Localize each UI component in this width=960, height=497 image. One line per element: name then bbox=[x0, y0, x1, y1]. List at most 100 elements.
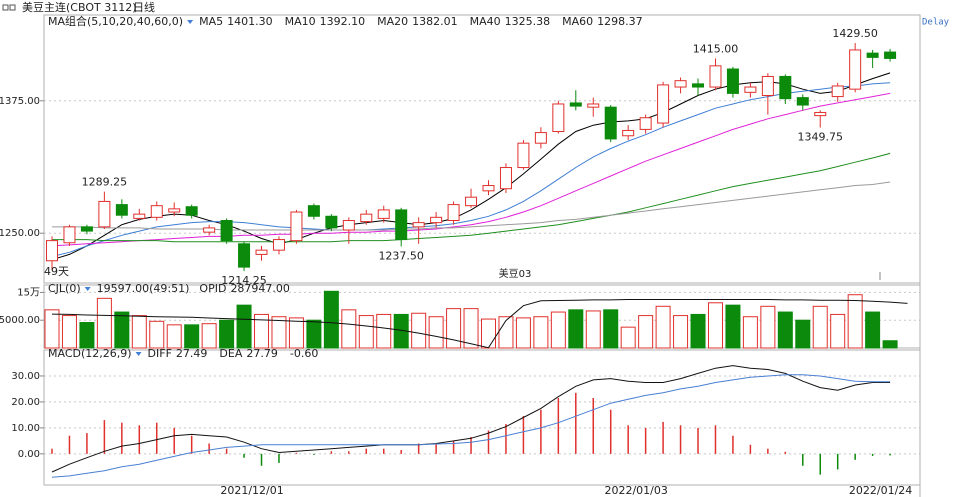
extreme-label: 1237.50 bbox=[378, 249, 424, 262]
volume-bar bbox=[585, 310, 601, 349]
volume-bar bbox=[673, 315, 689, 349]
indicator-name[interactable]: MA组合(5,10,20,40,60,0) bbox=[48, 14, 183, 28]
series-line bbox=[51, 374, 891, 478]
candle-body bbox=[63, 226, 76, 244]
legend-value: 1382.01 bbox=[412, 15, 458, 28]
symbol-title[interactable]: 美豆主连(CBOT 3112) bbox=[22, 1, 137, 14]
candle-body bbox=[884, 51, 897, 59]
candle-body bbox=[744, 86, 757, 93]
legend-name: MA10 bbox=[285, 15, 316, 28]
candle-body bbox=[761, 75, 774, 97]
candle-body bbox=[395, 209, 408, 241]
legend-name: DIFF bbox=[148, 347, 172, 360]
candle-body bbox=[622, 129, 635, 137]
window-icon[interactable] bbox=[2, 4, 9, 11]
x-tick-label: 2021/12/01 bbox=[220, 484, 283, 497]
legend-value: 1325.38 bbox=[505, 15, 551, 28]
candle-body bbox=[307, 205, 320, 217]
candle-body bbox=[604, 106, 617, 140]
candle-body bbox=[866, 52, 879, 58]
volume-bar bbox=[44, 309, 60, 349]
candle-body bbox=[587, 103, 600, 108]
volume-bar bbox=[376, 313, 392, 349]
volume-bar bbox=[882, 340, 898, 349]
volume-bar bbox=[655, 305, 671, 349]
candle-body bbox=[796, 97, 809, 106]
candle-body bbox=[185, 206, 198, 216]
legend-value: 1401.30 bbox=[227, 15, 273, 28]
candle-body bbox=[133, 213, 146, 219]
note: 美豆03 bbox=[499, 267, 532, 280]
candle-body bbox=[657, 84, 670, 124]
window-icon[interactable] bbox=[9, 4, 16, 11]
volume-bar bbox=[184, 324, 200, 349]
candle-body bbox=[814, 111, 827, 117]
candle-body bbox=[255, 249, 268, 255]
volume-bar bbox=[96, 297, 112, 349]
candle-body bbox=[779, 75, 792, 100]
candle-body bbox=[115, 204, 128, 216]
candle-body bbox=[552, 103, 565, 133]
candle-body bbox=[639, 117, 652, 130]
volume-bar bbox=[201, 323, 217, 349]
series-line bbox=[51, 299, 908, 349]
volume-bar bbox=[812, 305, 828, 349]
volume-bar bbox=[533, 316, 549, 349]
volume-bar bbox=[725, 304, 741, 349]
candle-body bbox=[692, 83, 705, 88]
candle-body bbox=[726, 68, 739, 94]
volume-bar bbox=[795, 319, 811, 349]
volume-bar bbox=[166, 324, 182, 349]
legend-name: DEA bbox=[219, 347, 242, 360]
status: Delay bbox=[922, 18, 950, 28]
volume-bar bbox=[236, 304, 252, 349]
y-tick-label: 30.00 bbox=[11, 371, 40, 382]
volume-bar bbox=[847, 294, 863, 349]
candle-body bbox=[272, 239, 285, 251]
series-line bbox=[52, 152, 891, 243]
legend-value: 287947.00 bbox=[230, 282, 290, 295]
indicator-name[interactable]: CJL(0) bbox=[48, 282, 81, 295]
legend-value: 1298.37 bbox=[597, 15, 643, 28]
volume-bar bbox=[411, 312, 427, 349]
candle-body bbox=[412, 222, 425, 228]
volume-bar bbox=[760, 305, 776, 349]
series-line bbox=[51, 365, 891, 473]
volume-bar bbox=[271, 316, 287, 349]
x-tick-label: 2022/01/03 bbox=[604, 484, 667, 497]
candle-body bbox=[499, 167, 512, 190]
candle-body bbox=[674, 80, 687, 88]
volume-bar bbox=[149, 320, 165, 349]
volume-bar bbox=[114, 311, 130, 349]
candle-body bbox=[569, 102, 582, 107]
candle-body bbox=[220, 220, 233, 242]
dropdown-arrow[interactable] bbox=[135, 352, 142, 356]
candle-body bbox=[238, 243, 251, 268]
extreme-label: 1415.00 bbox=[693, 42, 739, 55]
volume-bar bbox=[690, 313, 706, 349]
volume-bar bbox=[865, 311, 881, 349]
extreme-label: 1289.25 bbox=[82, 176, 128, 189]
y-tick-label: 10.00 bbox=[11, 423, 40, 434]
y-tick-label: 20.00 bbox=[11, 397, 40, 408]
volume-bar bbox=[306, 319, 322, 349]
volume-bar bbox=[219, 319, 235, 349]
y-tick-label: 1250.00 bbox=[0, 228, 40, 239]
series-line bbox=[51, 82, 891, 257]
candle-body bbox=[80, 226, 93, 232]
legend-name: MA20 bbox=[377, 15, 408, 28]
volume-bar bbox=[288, 317, 304, 349]
extreme-label: 1214.25 bbox=[221, 274, 267, 287]
period[interactable]: 日线 bbox=[133, 0, 155, 14]
dropdown-arrow[interactable] bbox=[84, 287, 91, 291]
candle-body bbox=[325, 215, 338, 229]
note: 49天 bbox=[44, 265, 69, 278]
indicator-name[interactable]: MACD(12,26,9) bbox=[48, 347, 132, 360]
candle-body bbox=[447, 204, 460, 222]
legend-value: 1392.10 bbox=[320, 15, 366, 28]
volume-bar bbox=[61, 315, 77, 349]
dropdown-arrow[interactable] bbox=[187, 20, 194, 24]
series-line bbox=[52, 181, 891, 231]
volume-bar bbox=[515, 317, 531, 349]
